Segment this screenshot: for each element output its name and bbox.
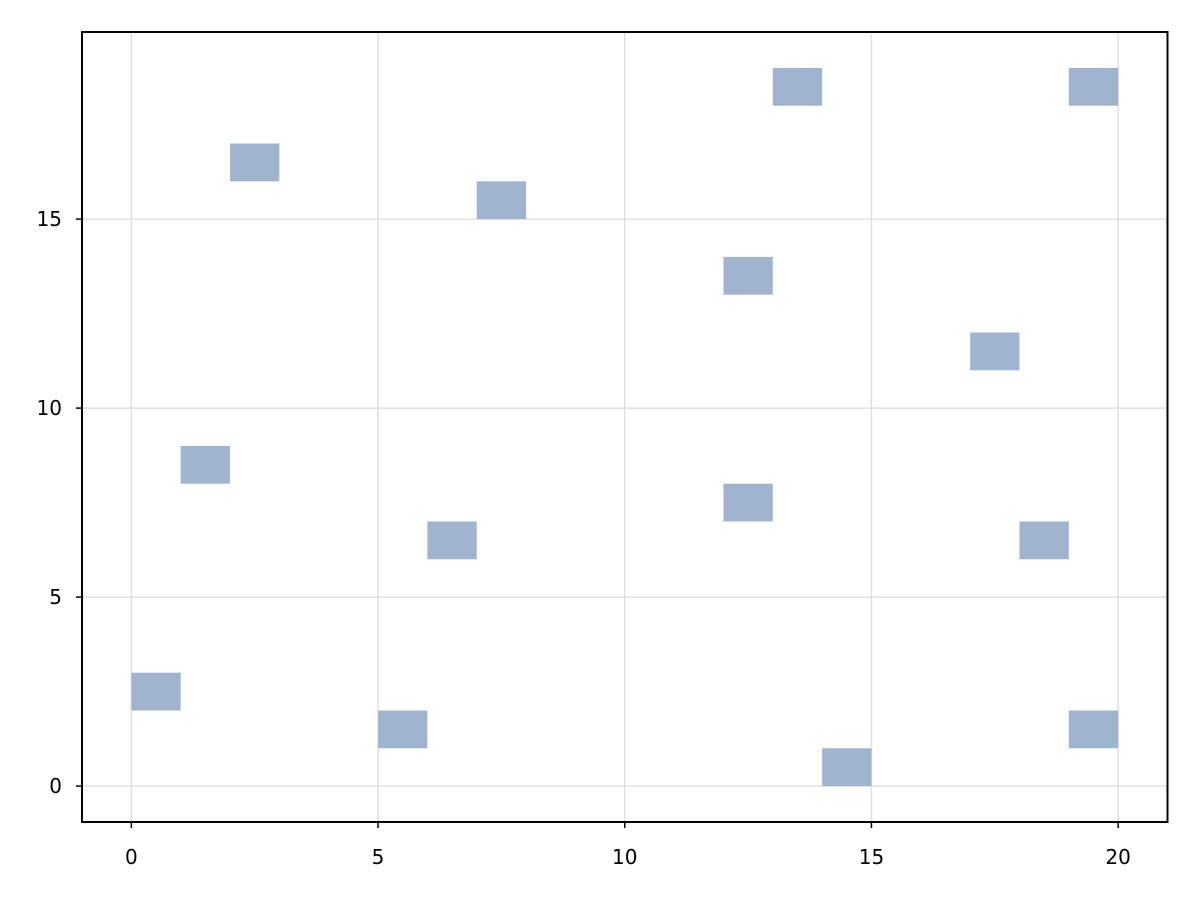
ticks: 0 5 10 15 20 0 5 10 15 (37, 207, 1131, 869)
heatmap-cell (476, 181, 527, 220)
y-tick-label: 0 (49, 774, 62, 798)
heatmap-cell (180, 445, 231, 484)
x-tick-label: 15 (859, 845, 884, 869)
heatmap-cell (970, 332, 1020, 371)
heatmap-cell (772, 67, 823, 106)
heatmap-cell (378, 710, 428, 749)
y-tick-label: 10 (37, 396, 62, 420)
heatmap-cell (427, 521, 477, 560)
heatmap-cell (723, 483, 773, 522)
heatmap-cell (723, 256, 773, 295)
cells (131, 67, 1119, 787)
heatmap-cell (230, 143, 280, 182)
x-tick-label: 0 (125, 845, 138, 869)
heatmap-cell (1019, 521, 1069, 560)
grid (82, 32, 1168, 822)
x-tick-label: 5 (372, 845, 385, 869)
y-tick-label: 15 (37, 207, 62, 231)
y-tick-label: 5 (49, 585, 62, 609)
heatmap-cell (131, 672, 181, 711)
heatmap-cell (822, 748, 872, 787)
heatmap-cell (1068, 67, 1119, 106)
x-tick-label: 10 (612, 845, 637, 869)
heatmap-cell (1068, 710, 1119, 749)
x-tick-label: 20 (1105, 845, 1130, 869)
